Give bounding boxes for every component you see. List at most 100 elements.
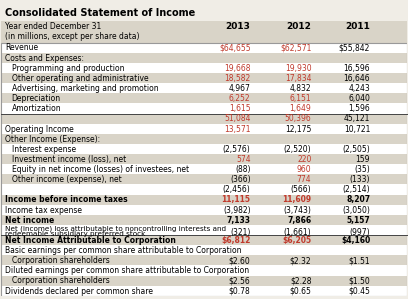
Text: Amortization: Amortization — [11, 104, 61, 113]
Text: $4,160: $4,160 — [341, 236, 370, 245]
FancyBboxPatch shape — [1, 93, 407, 103]
Text: Other income (expense), net: Other income (expense), net — [11, 175, 121, 184]
Text: (2,514): (2,514) — [343, 185, 370, 194]
Text: (2,456): (2,456) — [223, 185, 251, 194]
Text: 159: 159 — [356, 155, 370, 164]
Text: Net income: Net income — [5, 216, 55, 225]
Text: 18,582: 18,582 — [224, 74, 251, 83]
Text: 2011: 2011 — [345, 22, 370, 31]
Text: 960: 960 — [297, 165, 311, 174]
Text: $2.60: $2.60 — [229, 256, 251, 265]
FancyBboxPatch shape — [1, 63, 407, 73]
Text: (2,505): (2,505) — [342, 145, 370, 154]
Text: 4,243: 4,243 — [348, 84, 370, 93]
FancyBboxPatch shape — [1, 164, 407, 174]
FancyBboxPatch shape — [1, 215, 407, 225]
Text: Basic earnings per common share attributable to Corporation: Basic earnings per common share attribut… — [5, 246, 242, 255]
Text: (133): (133) — [350, 175, 370, 184]
Text: redeemable subsidiary preferred stock: redeemable subsidiary preferred stock — [5, 231, 146, 237]
FancyBboxPatch shape — [1, 235, 407, 245]
Text: Income tax expense: Income tax expense — [5, 205, 82, 215]
Text: 13,571: 13,571 — [224, 124, 251, 134]
Text: $6,812: $6,812 — [221, 236, 251, 245]
Text: 16,596: 16,596 — [344, 64, 370, 73]
Text: Dividends declared per common share: Dividends declared per common share — [5, 287, 153, 296]
Text: 16,646: 16,646 — [344, 74, 370, 83]
Text: 12,175: 12,175 — [285, 124, 311, 134]
Text: Corporation shareholders: Corporation shareholders — [11, 277, 109, 286]
FancyBboxPatch shape — [1, 195, 407, 205]
Text: $2.32: $2.32 — [290, 256, 311, 265]
Text: (997): (997) — [350, 228, 370, 237]
Text: $0.45: $0.45 — [348, 287, 370, 296]
Text: (2,520): (2,520) — [284, 145, 311, 154]
Text: 17,834: 17,834 — [285, 74, 311, 83]
Text: (321): (321) — [230, 228, 251, 237]
Text: Corporation shareholders: Corporation shareholders — [11, 256, 109, 265]
Text: 1,596: 1,596 — [348, 104, 370, 113]
Text: Programming and production: Programming and production — [11, 64, 124, 73]
Text: 220: 220 — [297, 155, 311, 164]
Text: 6,252: 6,252 — [229, 94, 251, 103]
Text: Other operating and administrative: Other operating and administrative — [11, 74, 148, 83]
Text: Consolidated Statement of Income: Consolidated Statement of Income — [5, 8, 196, 18]
Text: Net Income Attributable to Corporation: Net Income Attributable to Corporation — [5, 236, 176, 245]
FancyBboxPatch shape — [1, 255, 407, 266]
Text: (566): (566) — [291, 185, 311, 194]
Text: (35): (35) — [355, 165, 370, 174]
Text: 7,133: 7,133 — [226, 216, 251, 225]
Text: Advertising, marketing and promotion: Advertising, marketing and promotion — [11, 84, 158, 93]
Text: 1,649: 1,649 — [290, 104, 311, 113]
Text: 10,721: 10,721 — [344, 124, 370, 134]
Text: $1.51: $1.51 — [348, 256, 370, 265]
Text: (3,050): (3,050) — [342, 205, 370, 215]
FancyBboxPatch shape — [1, 124, 407, 134]
FancyBboxPatch shape — [1, 225, 407, 235]
Text: 19,668: 19,668 — [224, 64, 251, 73]
FancyBboxPatch shape — [1, 103, 407, 114]
FancyBboxPatch shape — [1, 134, 407, 144]
FancyBboxPatch shape — [1, 245, 407, 255]
FancyBboxPatch shape — [1, 73, 407, 83]
Text: Depreciation: Depreciation — [11, 94, 61, 103]
Text: Diluted earnings per common share attributable to Corporation: Diluted earnings per common share attrib… — [5, 266, 250, 275]
Text: Income before income taxes: Income before income taxes — [5, 196, 128, 205]
Text: Other Income (Expense):: Other Income (Expense): — [5, 135, 100, 144]
Text: 1,615: 1,615 — [229, 104, 251, 113]
Text: $55,842: $55,842 — [339, 43, 370, 53]
Text: 11,115: 11,115 — [222, 196, 251, 205]
Text: 7,866: 7,866 — [287, 216, 311, 225]
Text: $62,571: $62,571 — [280, 43, 311, 53]
Text: 574: 574 — [236, 155, 251, 164]
Text: (366): (366) — [230, 175, 251, 184]
Text: $2.56: $2.56 — [229, 277, 251, 286]
Text: 45,121: 45,121 — [344, 115, 370, 123]
Text: 4,832: 4,832 — [290, 84, 311, 93]
Text: 5,157: 5,157 — [346, 216, 370, 225]
FancyBboxPatch shape — [1, 53, 407, 63]
Text: (3,982): (3,982) — [223, 205, 251, 215]
FancyBboxPatch shape — [1, 286, 407, 296]
Text: 8,207: 8,207 — [346, 196, 370, 205]
FancyBboxPatch shape — [1, 205, 407, 215]
Text: 2013: 2013 — [226, 22, 251, 31]
FancyBboxPatch shape — [1, 276, 407, 286]
FancyBboxPatch shape — [1, 266, 407, 276]
Text: 51,084: 51,084 — [224, 115, 251, 123]
Text: $0.78: $0.78 — [229, 287, 251, 296]
Text: 4,967: 4,967 — [229, 84, 251, 93]
Text: (88): (88) — [235, 165, 251, 174]
Text: Costs and Expenses:: Costs and Expenses: — [5, 54, 84, 62]
FancyBboxPatch shape — [1, 114, 407, 124]
Text: $64,655: $64,655 — [219, 43, 251, 53]
FancyBboxPatch shape — [1, 21, 407, 43]
Text: 6,040: 6,040 — [348, 94, 370, 103]
Text: Interest expense: Interest expense — [11, 145, 75, 154]
Text: (1,661): (1,661) — [284, 228, 311, 237]
Text: Year ended December 31
(in millions, except per share data): Year ended December 31 (in millions, exc… — [5, 22, 140, 41]
Text: Equity in net income (losses) of investees, net: Equity in net income (losses) of investe… — [11, 165, 188, 174]
FancyBboxPatch shape — [1, 184, 407, 195]
FancyBboxPatch shape — [1, 83, 407, 93]
Text: 50,396: 50,396 — [285, 115, 311, 123]
Text: 11,609: 11,609 — [282, 196, 311, 205]
